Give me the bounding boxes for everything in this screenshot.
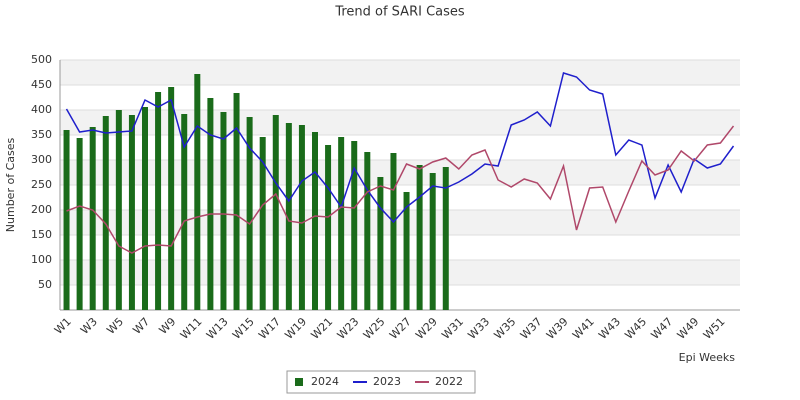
x-tick-label: W49 (675, 315, 702, 342)
x-tick-label: W5 (104, 315, 126, 337)
grid-band (60, 260, 740, 285)
x-tick-label: W11 (178, 315, 205, 342)
x-tick-label: W29 (413, 315, 440, 342)
bar (403, 192, 410, 310)
x-tick-label: W17 (256, 315, 283, 342)
x-tick-label: W41 (570, 315, 597, 342)
bar (194, 74, 201, 310)
x-tick-label: W33 (465, 315, 492, 342)
line (66, 125, 735, 254)
legend-marker (295, 378, 303, 386)
bar (155, 92, 162, 310)
bar (416, 165, 423, 310)
x-tick-label: W3 (78, 315, 100, 337)
grid-band (60, 110, 740, 135)
y-axis-label: Number of Cases (4, 138, 17, 233)
bar (220, 112, 227, 310)
x-tick-label: W23 (335, 315, 362, 342)
bar (181, 114, 188, 310)
bar (285, 123, 292, 310)
bar (168, 87, 175, 310)
legend-label: 2023 (373, 375, 401, 388)
y-tick-label: 400 (31, 103, 52, 116)
bar (338, 137, 345, 310)
y-tick-label: 250 (31, 178, 52, 191)
x-tick-label: W15 (230, 315, 257, 342)
bar (351, 141, 358, 310)
bar (442, 167, 449, 310)
x-tick-label: W51 (701, 315, 728, 342)
y-tick-label: 450 (31, 78, 52, 91)
x-tick-label: W19 (282, 315, 309, 342)
bar (142, 107, 148, 310)
bar (76, 138, 83, 310)
bar (115, 110, 122, 310)
grid-band (60, 60, 740, 85)
x-axis-label: Epi Weeks (679, 351, 736, 364)
line (65, 72, 735, 224)
bar (207, 98, 214, 310)
legend-box (286, 370, 476, 394)
x-tick-label: W9 (157, 315, 179, 337)
legend-label: 2022 (435, 375, 463, 388)
bar (63, 130, 70, 310)
x-tick-label: W45 (622, 315, 649, 342)
x-tick-label: W13 (204, 315, 231, 342)
bar (89, 127, 96, 310)
bar (102, 116, 109, 310)
y-tick-label: 200 (31, 203, 52, 216)
y-tick-label: 100 (31, 253, 52, 266)
bar (377, 177, 384, 310)
bar (429, 173, 436, 310)
x-tick-label: W7 (130, 315, 152, 337)
bar (298, 125, 305, 310)
bar (312, 132, 318, 310)
x-tick-label: W43 (596, 315, 623, 342)
bar (390, 153, 397, 310)
chart-title: Trend of SARI Cases (334, 5, 465, 20)
x-tick-label: W31 (439, 315, 466, 342)
bar (233, 93, 240, 310)
legend-label: 2024 (311, 375, 339, 388)
bar (246, 117, 253, 310)
grid-band (60, 160, 740, 185)
bar (325, 145, 332, 310)
plot-background (60, 60, 740, 285)
y-tick-label: 150 (31, 228, 52, 241)
y-tick-label: 50 (38, 278, 52, 291)
bar (128, 115, 135, 310)
x-tick-label: W35 (492, 315, 519, 342)
y-tick-label: 500 (31, 53, 52, 66)
y-tick-label: 350 (31, 128, 52, 141)
x-tick-label: W25 (361, 315, 388, 342)
x-tick-label: W47 (649, 315, 676, 342)
bar (364, 152, 371, 310)
bar (272, 115, 279, 310)
y-tick-label: 300 (31, 153, 52, 166)
x-tick-label: W27 (387, 315, 414, 342)
x-tick-label: W39 (544, 315, 571, 342)
x-tick-label: W37 (518, 315, 545, 342)
bar (259, 137, 266, 310)
x-tick-label: W21 (309, 315, 336, 342)
x-tick-label: W1 (52, 315, 74, 337)
